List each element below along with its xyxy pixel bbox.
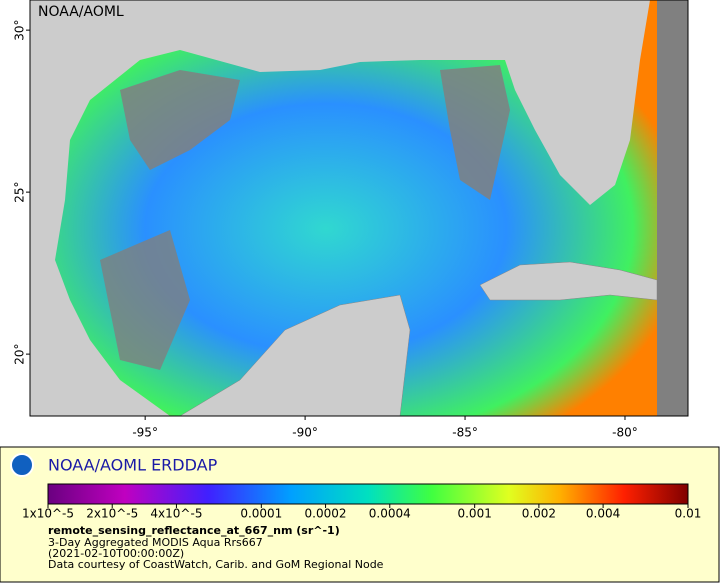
map-frame [29, 0, 689, 417]
colorbar-label: 0.0002 [305, 507, 347, 521]
colorbar-label: 0.002 [522, 507, 556, 521]
colorbar-label: 0.01 [675, 507, 702, 521]
colorbar [47, 483, 689, 505]
yucatan [179, 294, 411, 417]
noaa-logo [10, 453, 34, 477]
lon-label: -85° [452, 426, 478, 440]
caption-line: (2021-02-10T00:00:00Z) [48, 547, 184, 560]
axes: 30° 25° 20° -95° -90° -85° -80° [13, 19, 638, 439]
colorbar-ticks: 1x10^-5 2x10^-5 4x10^-5 0.0001 0.0002 0.0004 0… [22, 504, 701, 521]
cloud [440, 65, 510, 200]
lat-label: 30° [13, 19, 27, 40]
lon-label: -95° [132, 426, 158, 440]
colorbar-label: 2x10^-5 [86, 507, 138, 521]
colorbar-label: 0.0001 [240, 507, 282, 521]
lon-label: -90° [292, 426, 318, 440]
caption: 3-Day Aggregated MODIS Aqua Rrs667(2021-… [48, 536, 384, 571]
lat-label: 25° [13, 181, 27, 202]
cloud [100, 230, 190, 370]
colorbar-label: 1x10^-5 [22, 507, 74, 521]
cloud [120, 70, 240, 170]
colorbar-label: 4x10^-5 [150, 507, 202, 521]
caption-line: 3-Day Aggregated MODIS Aqua Rrs667 [48, 536, 263, 549]
colorbar-label: 0.004 [586, 507, 620, 521]
colorbar-label: 0.001 [457, 507, 491, 521]
colorbar-label: 0.0004 [369, 507, 411, 521]
variable-name: remote_sensing_reflectance_at_667_nm (sr… [48, 524, 340, 537]
watermark: NOAA/AOML [38, 4, 124, 20]
brand: NOAA/AOML ERDDAP [48, 456, 218, 475]
lon-label: -80° [612, 426, 638, 440]
caption-line: Data courtesy of CoastWatch, Carib. and … [48, 558, 384, 571]
legend-panel [0, 446, 720, 583]
no-data [657, 0, 688, 416]
lat-label: 20° [13, 343, 27, 364]
